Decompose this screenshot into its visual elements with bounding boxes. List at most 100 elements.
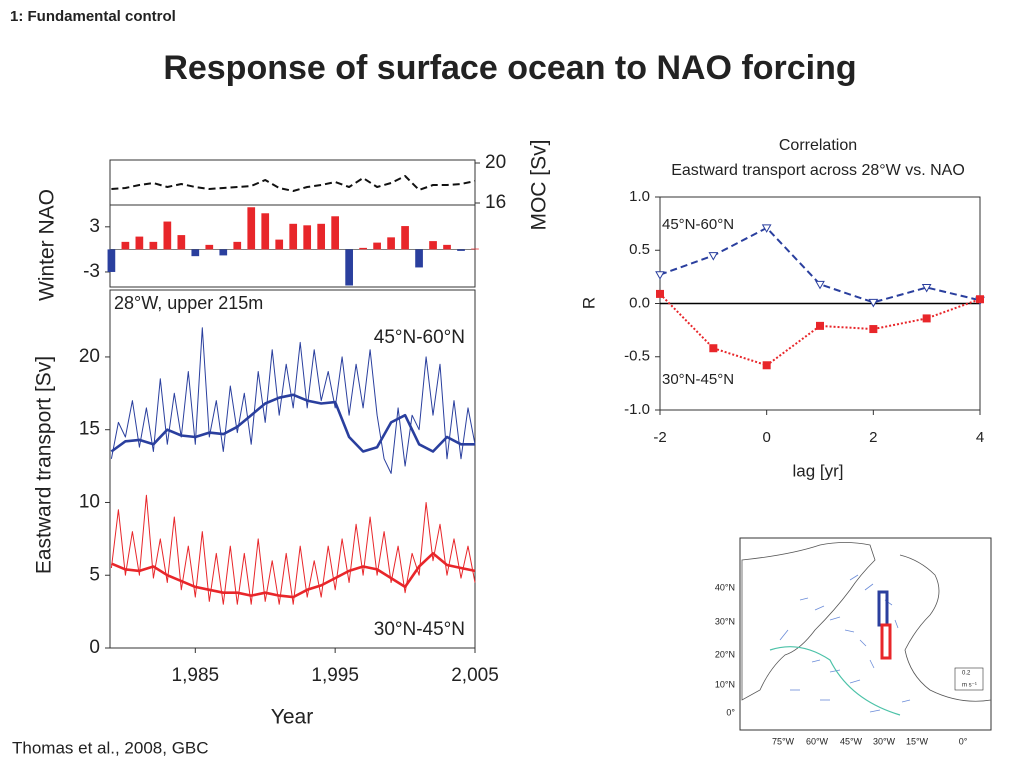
section-label: 1: Fundamental control — [10, 8, 176, 25]
marker — [921, 284, 932, 293]
chart-subtitle: Eastward transport across 28°W vs. NAO — [671, 162, 965, 179]
x-tick-label: 0 — [762, 429, 770, 446]
scale-value: 0.2 — [962, 671, 971, 677]
y-axis-label: Eastward transport [Sv] — [33, 356, 56, 574]
bar — [443, 244, 451, 250]
bar — [135, 236, 144, 250]
y-tick-label: 0 — [89, 637, 100, 658]
series-line — [111, 175, 476, 192]
map-lon-label: 60°W — [806, 736, 829, 746]
plot-frame — [109, 289, 476, 649]
marker — [976, 295, 984, 304]
x-axis-label: Year — [271, 706, 313, 729]
map-lon-label: 30°W — [873, 736, 896, 746]
x-tick-label: 1,985 — [172, 665, 220, 686]
bar — [373, 242, 381, 250]
series-label: 30°N-45°N — [374, 619, 465, 640]
series-line — [110, 494, 476, 605]
y-tick-label: 20 — [485, 152, 506, 173]
marker — [869, 325, 878, 334]
series-label: 45°N-60°N — [662, 216, 734, 233]
bar — [345, 249, 353, 286]
coastline-europe-africa — [899, 554, 992, 702]
bar — [191, 249, 200, 257]
current-band — [769, 646, 901, 716]
y-tick-label: 15 — [79, 419, 100, 440]
y-axis-label: MOC [Sv] — [528, 139, 551, 230]
y-tick-label: -3 — [83, 261, 100, 282]
slide-title: Response of surface ocean to NAO forcing — [163, 49, 856, 87]
map-lat-label: 20°N — [715, 649, 735, 659]
coastline-americas — [741, 542, 876, 701]
x-tick-label: 2,005 — [451, 665, 499, 686]
citation: Thomas et al., 2008, GBC — [12, 738, 209, 757]
bar — [457, 249, 465, 251]
section-30-45 — [880, 623, 892, 660]
map-lat-label: 30°N — [715, 616, 735, 626]
bar — [401, 226, 409, 250]
series-line — [110, 552, 476, 599]
marker — [762, 361, 771, 370]
y-axis-label: R — [579, 297, 598, 309]
bar — [163, 221, 172, 250]
marker — [922, 314, 931, 323]
x-axis-label: lag [yr] — [792, 461, 843, 480]
bar — [219, 249, 228, 256]
marker — [761, 224, 772, 233]
bar — [149, 241, 158, 250]
y-tick-label: 16 — [485, 192, 506, 213]
y-tick-label: 10 — [79, 491, 100, 512]
bar — [177, 235, 186, 250]
bar — [275, 239, 284, 250]
series-label: 45°N-60°N — [374, 327, 465, 348]
series-line — [659, 226, 981, 304]
series-line — [110, 393, 475, 453]
bar — [359, 247, 367, 250]
bar — [247, 207, 256, 250]
marker — [709, 344, 718, 353]
x-tick-label: 1,995 — [311, 665, 359, 686]
bar — [289, 223, 298, 250]
bar — [233, 241, 242, 250]
series-label: 30°N-45°N — [662, 371, 734, 388]
annotation: 28°W, upper 215m — [114, 293, 263, 313]
map-lon-label: 0° — [959, 736, 968, 746]
bar — [331, 216, 339, 250]
x-tick-label: -2 — [653, 429, 666, 446]
bar — [107, 249, 116, 272]
bar — [415, 249, 423, 268]
map-lat-label: 40°N — [715, 582, 735, 592]
bar — [471, 248, 479, 250]
y-tick-label: 5 — [89, 564, 100, 585]
bar — [317, 223, 326, 250]
map: 0.2 m s⁻¹ — [739, 537, 992, 731]
map-lon-label: 15°W — [906, 736, 929, 746]
marker — [708, 252, 719, 261]
bar — [205, 244, 214, 250]
y-tick-label: 0.0 — [629, 294, 650, 311]
map-lon-label: 45°W — [840, 736, 863, 746]
chart-title: Correlation — [779, 137, 857, 154]
bar — [387, 237, 395, 250]
bar — [429, 241, 437, 250]
bar — [303, 225, 312, 250]
x-tick-label: 4 — [976, 429, 984, 446]
marker — [868, 298, 879, 308]
y-tick-label: 3 — [89, 216, 100, 237]
map-lon-label: 75°W — [772, 736, 795, 746]
plot-frame — [109, 204, 476, 288]
y-tick-label: 1.0 — [629, 188, 650, 205]
map-lat-label: 0° — [726, 707, 735, 717]
y-tick-label: 0.5 — [629, 241, 650, 258]
map-frame — [739, 537, 992, 731]
scale-unit: m s⁻¹ — [962, 683, 977, 689]
bar — [261, 213, 270, 250]
y-axis-label: Winter NAO — [36, 189, 59, 301]
plot-frame — [109, 159, 476, 206]
y-tick-label: 20 — [79, 346, 100, 367]
marker — [655, 271, 665, 280]
y-tick-label: -1.0 — [624, 401, 650, 418]
scale-box — [954, 667, 984, 691]
marker — [815, 280, 825, 290]
